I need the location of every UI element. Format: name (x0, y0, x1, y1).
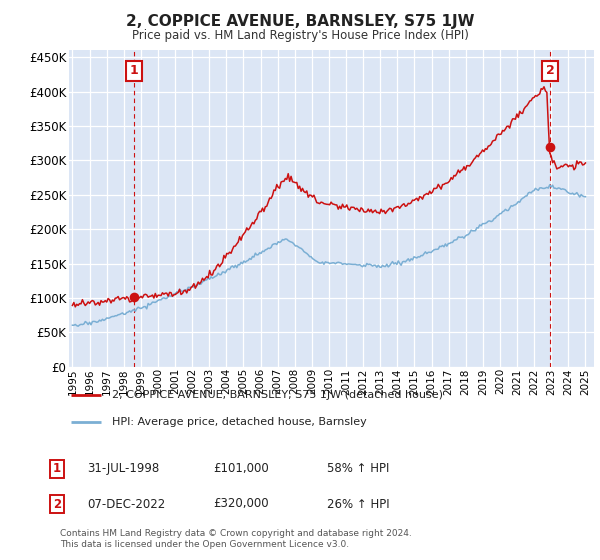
Text: 31-JUL-1998: 31-JUL-1998 (87, 462, 159, 475)
Text: Price paid vs. HM Land Registry's House Price Index (HPI): Price paid vs. HM Land Registry's House … (131, 29, 469, 42)
Text: 26% ↑ HPI: 26% ↑ HPI (327, 497, 389, 511)
Text: 58% ↑ HPI: 58% ↑ HPI (327, 462, 389, 475)
Text: 2, COPPICE AVENUE, BARNSLEY, S75 1JW (detached house): 2, COPPICE AVENUE, BARNSLEY, S75 1JW (de… (112, 390, 443, 400)
Text: 2: 2 (53, 497, 61, 511)
Text: 1: 1 (53, 462, 61, 475)
Text: 2: 2 (545, 64, 554, 77)
Text: Contains HM Land Registry data © Crown copyright and database right 2024.
This d: Contains HM Land Registry data © Crown c… (60, 529, 412, 549)
Text: HPI: Average price, detached house, Barnsley: HPI: Average price, detached house, Barn… (112, 417, 367, 427)
Text: £320,000: £320,000 (213, 497, 269, 511)
Text: £101,000: £101,000 (213, 462, 269, 475)
Text: 2, COPPICE AVENUE, BARNSLEY, S75 1JW: 2, COPPICE AVENUE, BARNSLEY, S75 1JW (126, 14, 474, 29)
Text: 1: 1 (129, 64, 138, 77)
Text: 07-DEC-2022: 07-DEC-2022 (87, 497, 165, 511)
